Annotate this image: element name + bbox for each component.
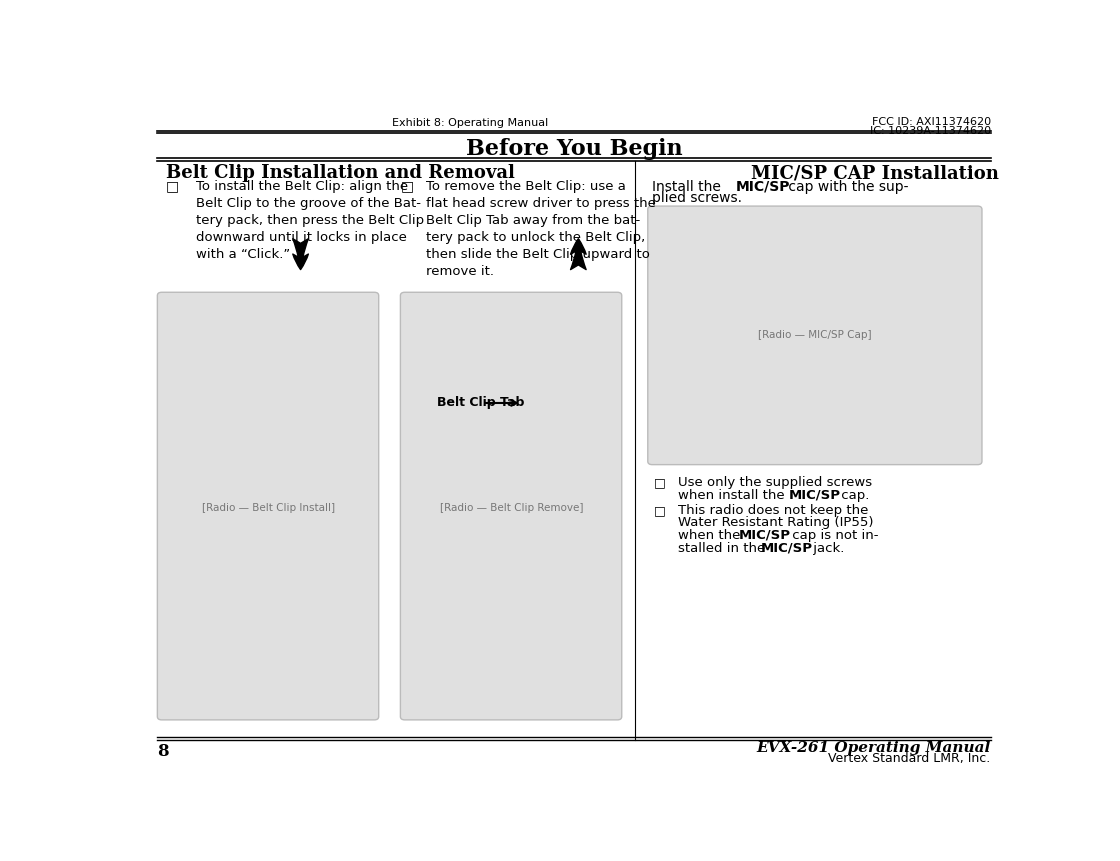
Text: stalled in the: stalled in the	[678, 542, 769, 554]
Text: IC: 10239A-11374620: IC: 10239A-11374620	[869, 126, 990, 136]
Text: Vertex Standard LMR, Inc.: Vertex Standard LMR, Inc.	[829, 752, 990, 765]
Text: This radio does not keep the: This radio does not keep the	[678, 504, 868, 517]
Text: MIC/SP: MIC/SP	[760, 542, 813, 554]
Text: [Radio — Belt Clip Remove]: [Radio — Belt Clip Remove]	[440, 503, 584, 513]
Text: Belt Clip Installation and Removal: Belt Clip Installation and Removal	[166, 164, 515, 183]
Text: Belt Clip Tab: Belt Clip Tab	[437, 396, 524, 409]
Text: □: □	[654, 504, 665, 517]
FancyBboxPatch shape	[157, 292, 379, 720]
Text: Before You Begin: Before You Begin	[466, 138, 682, 160]
Text: cap.: cap.	[837, 488, 869, 501]
Text: 8: 8	[157, 743, 169, 760]
Text: Install the: Install the	[652, 180, 726, 194]
Text: cap with the sup-: cap with the sup-	[784, 180, 908, 194]
Text: when the: when the	[678, 529, 745, 542]
Text: To remove the Belt Clip: use a
flat head screw driver to press the
Belt Clip Tab: To remove the Belt Clip: use a flat head…	[427, 180, 656, 277]
Text: FCC ID: AXI11374620: FCC ID: AXI11374620	[871, 116, 990, 127]
Text: jack.: jack.	[810, 542, 844, 554]
Text: MIC/SP: MIC/SP	[736, 180, 790, 194]
Text: [Radio — MIC/SP Cap]: [Radio — MIC/SP Cap]	[758, 331, 872, 340]
Text: when install the: when install the	[678, 488, 788, 501]
Text: MIC/SP CAP Installation: MIC/SP CAP Installation	[752, 164, 999, 183]
FancyBboxPatch shape	[401, 292, 622, 720]
Text: [Radio — Belt Clip Install]: [Radio — Belt Clip Install]	[202, 503, 335, 513]
Text: Use only the supplied screws: Use only the supplied screws	[678, 476, 872, 489]
Text: cap is not in-: cap is not in-	[787, 529, 878, 542]
Text: Exhibit 8: Operating Manual: Exhibit 8: Operating Manual	[392, 118, 548, 128]
Text: □: □	[166, 180, 179, 194]
Text: Water Resistant Rating (IP55): Water Resistant Rating (IP55)	[678, 517, 874, 530]
Text: To install the Belt Clip: align the
Belt Clip to the groove of the Bat-
tery pac: To install the Belt Clip: align the Belt…	[196, 180, 424, 261]
Text: □: □	[654, 476, 665, 489]
FancyBboxPatch shape	[647, 206, 982, 465]
Text: EVX-261 Operating Manual: EVX-261 Operating Manual	[756, 741, 990, 755]
Text: □: □	[401, 180, 413, 194]
Text: MIC/SP: MIC/SP	[788, 488, 840, 501]
Text: MIC/SP: MIC/SP	[739, 529, 791, 542]
Text: plied screws.: plied screws.	[652, 191, 743, 205]
